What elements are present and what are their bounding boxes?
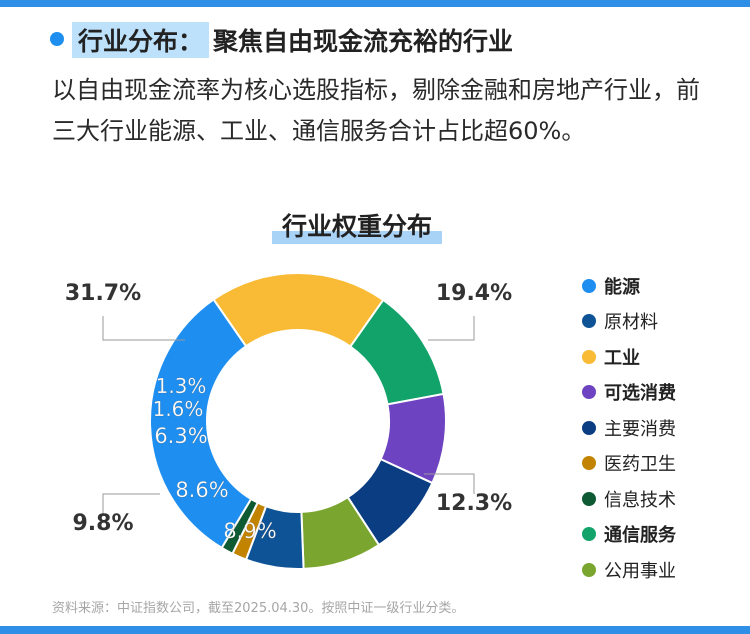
legend-swatch-icon — [582, 349, 596, 364]
legend-item: 原材料 — [582, 304, 676, 340]
data-label-4: 8.9% — [223, 519, 276, 543]
legend-swatch-icon — [582, 527, 596, 542]
intro-paragraph: 以自由现金流率为核心选股指标，剔除金融和房地产行业，前三大行业能源、工业、通信服… — [52, 76, 700, 145]
legend-label: 可选消费 — [604, 383, 676, 405]
legend-item: 通信服务 — [582, 517, 676, 553]
legend-label: 公用事业 — [604, 560, 676, 582]
leader-line-1 — [428, 316, 475, 341]
legend-swatch-icon — [582, 562, 596, 577]
legend-swatch-icon — [582, 456, 596, 471]
legend-swatch-icon — [582, 420, 596, 435]
chart-legend: 能源原材料工业可选消费主要消费医药卫生信息技术通信服务公用事业 — [582, 268, 676, 588]
data-label-1: 19.4% — [436, 281, 512, 306]
chart-title: 行业权重分布 — [272, 210, 443, 244]
legend-label: 主要消费 — [604, 418, 676, 440]
slice-8 — [220, 497, 259, 556]
legend-swatch-icon — [582, 385, 596, 400]
heading-label: 行业分布： — [72, 22, 210, 58]
legend-item: 可选消费 — [582, 375, 676, 411]
data-label-8: 1.3% — [156, 374, 207, 398]
bottom-accent-bar — [0, 626, 750, 634]
legend-swatch-icon — [582, 278, 596, 293]
leader-line-3 — [102, 493, 160, 514]
leader-line-0 — [102, 316, 185, 341]
legend-swatch-icon — [582, 491, 596, 506]
heading-text: 聚焦自由现金流充裕的行业 — [213, 27, 514, 56]
data-label-5: 8.6% — [175, 478, 228, 502]
data-label-2: 12.3% — [436, 491, 512, 516]
legend-item: 工业 — [582, 339, 676, 375]
source-note: 资料来源：中证指数公司，截至2025.04.30。按照中证一级行业分类。 — [52, 601, 465, 616]
data-label-3: 9.8% — [72, 511, 133, 536]
top-accent-bar — [0, 0, 750, 7]
legend-swatch-icon — [582, 314, 596, 329]
data-label-6: 6.3% — [154, 424, 207, 448]
legend-item: 主要消费 — [582, 410, 676, 446]
data-label-7: 1.6% — [153, 397, 204, 421]
legend-label: 原材料 — [604, 312, 658, 334]
legend-item: 信息技术 — [582, 481, 676, 517]
legend-item: 公用事业 — [582, 552, 676, 588]
legend-label: 工业 — [604, 347, 640, 369]
leader-line-2 — [424, 473, 475, 494]
legend-label: 信息技术 — [604, 489, 676, 511]
legend-label: 医药卫生 — [604, 454, 676, 476]
legend-label: 通信服务 — [604, 525, 676, 547]
heading-bullet-icon — [50, 32, 64, 46]
slice-0 — [149, 298, 253, 550]
legend-label: 能源 — [604, 276, 640, 298]
data-label-0: 31.7% — [65, 281, 141, 306]
section-heading: 行业分布： 聚焦自由现金流充裕的行业 — [72, 22, 513, 58]
legend-item: 医药卫生 — [582, 446, 676, 482]
legend-item: 能源 — [582, 268, 676, 304]
